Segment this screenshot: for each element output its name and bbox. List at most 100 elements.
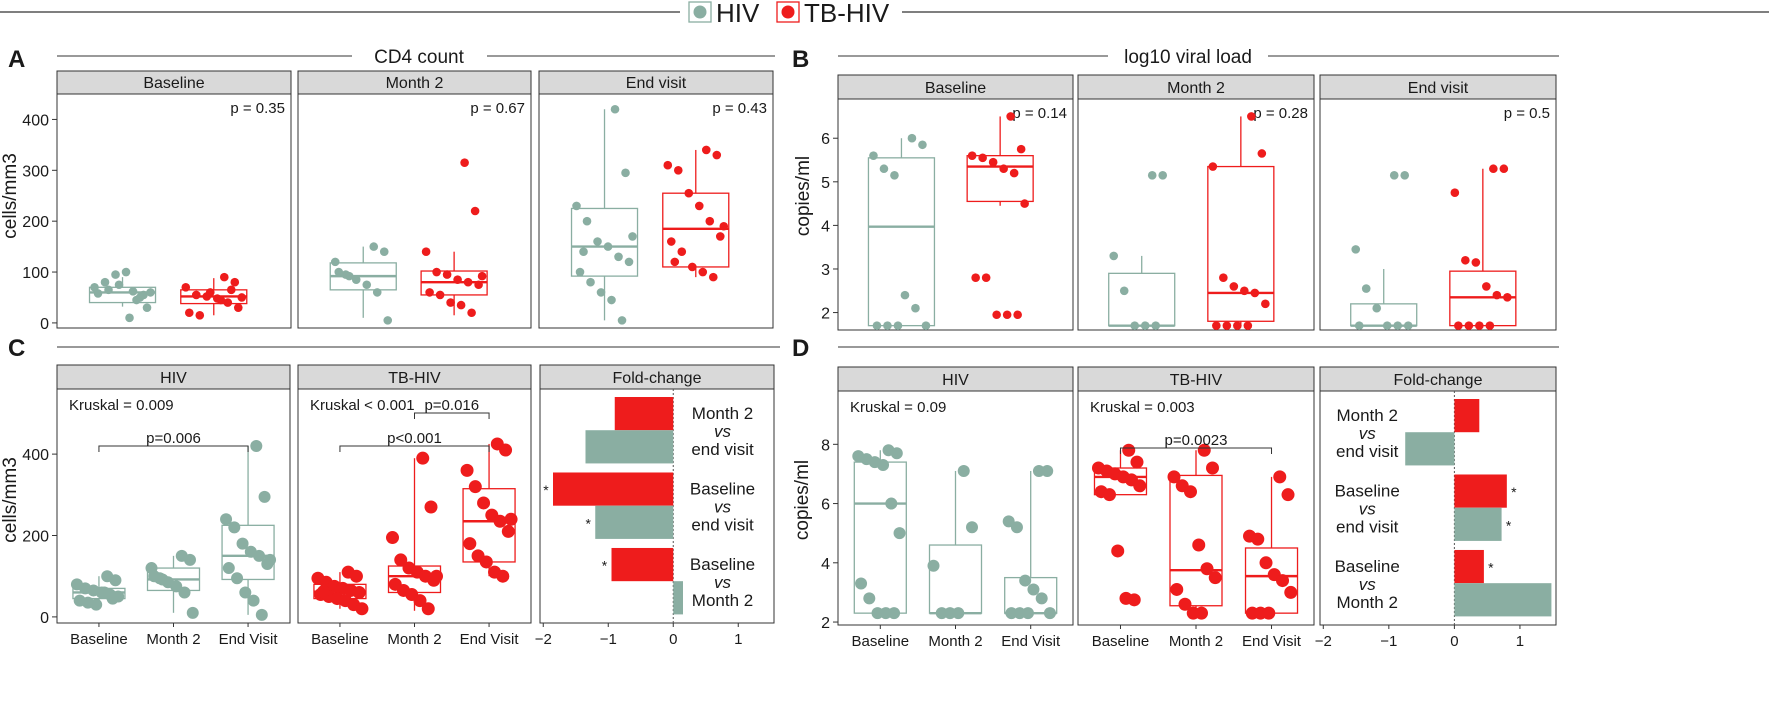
section-c-foldchange-label-line1: Month 2 xyxy=(692,404,753,423)
section-b-panel-3-hiv-point xyxy=(1393,321,1403,330)
section-d-panel-2-group-3-point xyxy=(1259,556,1273,570)
section-c-panel-1-strip xyxy=(56,364,291,390)
section-a-panel-2-hiv-point xyxy=(379,247,389,256)
section-a-panel-1: Baseline p = 0.35 xyxy=(56,70,292,329)
section-b-panel-3-frame xyxy=(1319,98,1557,331)
section-a-panel-1-tbhiv-point xyxy=(223,298,233,307)
section-d-panel-2-group-3-point xyxy=(1273,470,1287,484)
section-c-foldchange-xtick-label: 1 xyxy=(734,631,742,648)
section-b-panel-1-tbhiv-point xyxy=(981,273,991,282)
section-a-panel-1-tbhiv-point xyxy=(233,303,243,312)
section-b-panel-2-strip-label: Month 2 xyxy=(1167,80,1225,97)
section-c-panel-2-xtick-label: Baseline xyxy=(311,631,369,648)
section-c-plot: 0 200 400 HIV Kruskal = 0.009 p=0.006 Baseline… xyxy=(22,364,775,648)
section-b-panel-2-hiv-point xyxy=(1140,321,1150,330)
section-c-foldchange-label-line2: Month 2 xyxy=(692,591,753,610)
section-d-letter: D xyxy=(792,335,809,362)
section-c-panel-2-kruskal: Kruskal < 0.001 xyxy=(310,397,415,414)
section-a-panel-3-tbhiv-point xyxy=(715,232,725,241)
section-a-ytick-label: 200 xyxy=(22,214,49,231)
section-b-panel-1-hiv-point xyxy=(907,133,917,143)
section-b-panel-1-tbhiv-point xyxy=(999,164,1008,174)
section-c-foldchange-label-line2: end visit xyxy=(691,440,754,459)
section-a-panel-3-hiv-point xyxy=(582,216,592,226)
section-b-panel-2-tbhiv-point xyxy=(1250,288,1260,298)
section-d-panel-2-xtick-label: End Visit xyxy=(1242,633,1302,650)
section-c-panel-1-group-1-point xyxy=(109,574,122,587)
section-a-panel-1-tbhiv-point xyxy=(230,277,240,287)
section-d-panel-2-group-1-point xyxy=(1133,479,1147,493)
section-b-panel-3-tbhiv-point xyxy=(1461,255,1470,265)
section-c-panel-2-bracket xyxy=(339,445,490,452)
section-d-ylabel: copies/ml xyxy=(792,460,813,540)
section-a-panel-3-tbhiv-point xyxy=(677,247,687,256)
section-c-foldchange-label-line2: end visit xyxy=(691,516,754,535)
section-b-panel-3-hiv-point xyxy=(1403,321,1413,330)
section-b-panel-3-hiv-point xyxy=(1354,321,1364,330)
section-c-panel-1-group-3-point xyxy=(220,513,233,526)
section-a-panel-3-tbhiv-point xyxy=(666,237,676,246)
section-a-panel-2-hiv-point xyxy=(372,288,382,297)
section-d-panel-1-group-2-point xyxy=(966,521,978,534)
section-d-panel-2-group-2-point xyxy=(1206,461,1219,475)
section-a-panel-3-hiv-point xyxy=(603,242,613,251)
section-c-ylabel: cells/mm3 xyxy=(0,457,21,543)
section-b-panel-1-tbhiv-point xyxy=(1013,310,1022,320)
section-a-panel-3-tbhiv-point xyxy=(712,150,722,160)
section-c-panel-2-group-3-point xyxy=(479,555,493,569)
section-c-panel-2-group-1-point xyxy=(316,585,330,599)
section-d-foldchange-strip-label: Fold-change xyxy=(1394,372,1483,389)
section-d-panel-1-group-3-point xyxy=(1032,464,1045,477)
section-a-ytick-label: 300 xyxy=(22,163,49,180)
section-b-ytick-label: 4 xyxy=(821,218,830,235)
section-c-panel-2-group-1-point xyxy=(349,569,363,583)
section-c-panel-2-group-3-point xyxy=(463,537,477,551)
section-b-panel-2-tbhiv-point xyxy=(1222,321,1232,330)
section-b-panel-1-hiv-point xyxy=(893,321,903,330)
section-b-panel-3-hiv-point xyxy=(1351,245,1361,254)
section-c-panel-1-group-3-point xyxy=(255,608,268,621)
section-a-panel-1-hiv-point xyxy=(111,270,120,279)
section-d-panel-1-group-1-point xyxy=(879,607,892,620)
section-a-panel-2-hiv-point xyxy=(351,275,361,284)
section-c-foldchange-bar-green xyxy=(585,430,674,464)
section-d-panel-1-group-1-point xyxy=(863,592,876,605)
section-a-panel-1-hiv-point xyxy=(146,288,155,297)
section-a-panel-3-hiv-box xyxy=(570,207,639,277)
section-a-panel-3-tbhiv-point xyxy=(687,262,697,272)
section-d-panel-1-xtick-label: End Visit xyxy=(1001,633,1061,650)
section-b-panel-1-hiv-point xyxy=(872,321,882,330)
section-a-panel-1-tbhiv-point xyxy=(195,310,205,320)
section-d-panel-1-xtick-label: Baseline xyxy=(852,633,910,650)
section-b-plot: 2 3 4 5 6 Baseline p = 0.14 Month 2 p = 0.28 End … xyxy=(821,74,1557,331)
section-b-panel-1-tbhiv-point xyxy=(1016,144,1026,154)
section-a-panel-3-hiv-point xyxy=(593,237,602,246)
section-b-panel-1-strip xyxy=(837,74,1074,100)
section-a-plot: 0 100 200 300 400 Baseline p = 0.35 Month 2 p = … xyxy=(22,70,774,333)
section-a-panel-2-tbhiv-point xyxy=(446,298,455,307)
section-b-panel-3-hiv-point xyxy=(1382,321,1392,330)
section-a-panel-3-frame xyxy=(538,93,774,329)
section-b-panel-1-hiv-point xyxy=(890,170,899,180)
section-d-panel-1-group-2-point xyxy=(927,559,940,572)
section-a-panel-1-hiv-point xyxy=(121,267,131,277)
section-d-panel-1-group-3-point xyxy=(1002,515,1015,528)
section-d-panel-1-group-2-box xyxy=(928,544,983,614)
section-c-panel-2-bracket-label: p<0.001 xyxy=(387,430,442,447)
section-a-panel-3-tbhiv-point xyxy=(719,221,729,231)
section-c-panel-1-group-3-point xyxy=(247,594,260,607)
section-c-panel-1-group-2-point xyxy=(156,573,169,586)
section-c-foldchange-strip xyxy=(539,364,775,390)
section-b-panel-3-tbhiv-point xyxy=(1450,188,1460,198)
section-a-panel-1-hiv-point xyxy=(114,280,124,290)
section-d-panel-2-group-2-point xyxy=(1197,443,1211,457)
section-a-title: CD4 count xyxy=(374,47,464,68)
section-a-panel-3-tbhiv-point xyxy=(670,257,680,267)
section-d-ytick-label: 8 xyxy=(821,437,830,454)
section-d-panel-2-group-3-point xyxy=(1251,532,1265,546)
section-b-panel-2-hiv-point xyxy=(1119,286,1129,296)
section-c-panel-2-group-1-point xyxy=(355,602,369,616)
section-c-panel-2-group-2-point xyxy=(413,594,427,608)
